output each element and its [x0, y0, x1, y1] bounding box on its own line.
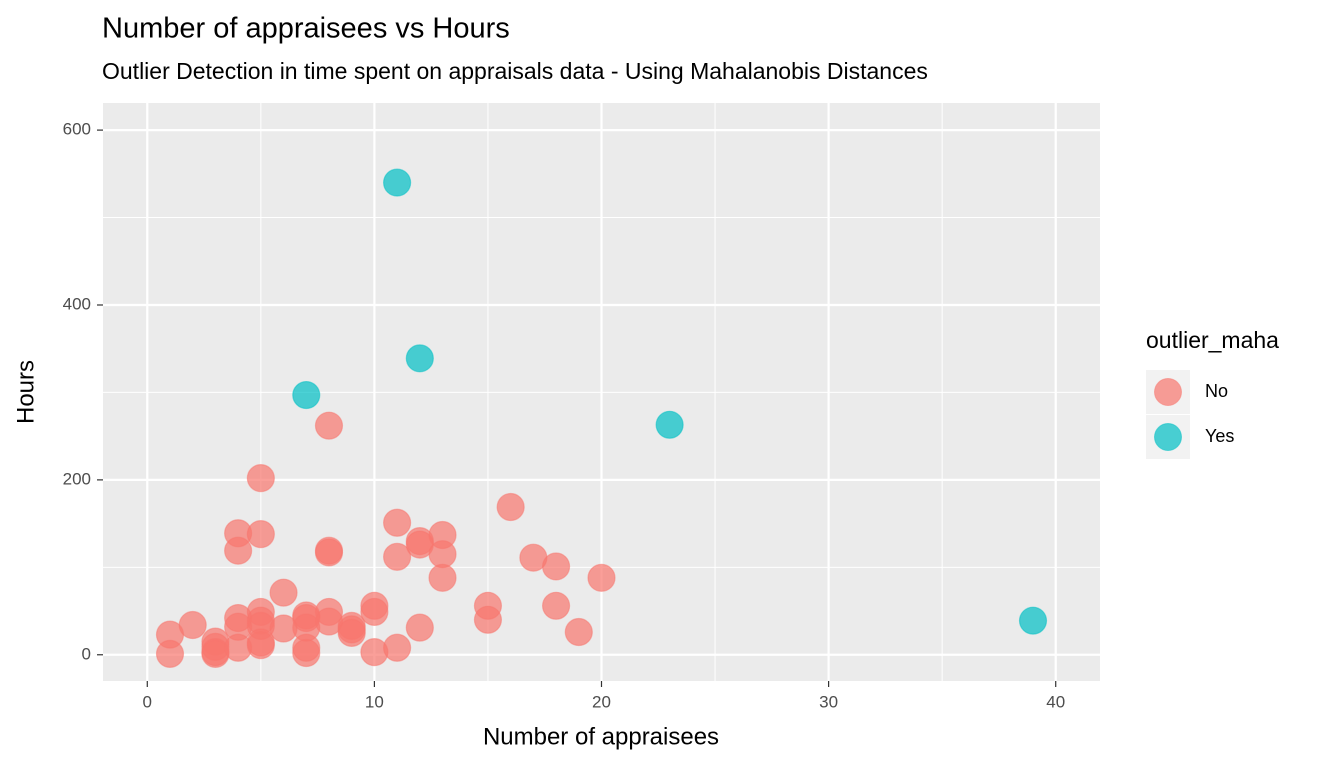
y-axis-label: Hours	[12, 360, 39, 424]
chart-subtitle: Outlier Detection in time spent on appra…	[102, 58, 928, 84]
chart-title: Number of appraisees vs Hours	[102, 13, 510, 45]
point	[246, 519, 275, 549]
point	[428, 563, 457, 592]
point	[360, 597, 389, 627]
point	[1018, 606, 1048, 635]
point	[383, 168, 412, 197]
point	[224, 633, 253, 662]
point	[314, 411, 344, 440]
point	[383, 633, 412, 662]
point	[405, 344, 434, 373]
point	[405, 613, 434, 642]
y-tick-label: 600	[63, 120, 91, 139]
x-tick-label: 20	[592, 692, 611, 711]
point	[587, 563, 616, 592]
point	[224, 536, 253, 565]
point	[428, 540, 457, 569]
point	[292, 380, 321, 410]
point	[541, 552, 571, 581]
x-tick-label: 10	[365, 692, 384, 711]
legend-title: outlier_maha	[1146, 327, 1279, 353]
point	[269, 578, 298, 607]
point	[496, 492, 525, 522]
legend-marker	[1154, 378, 1182, 406]
point	[155, 639, 185, 668]
point	[337, 618, 366, 648]
legend-label: Yes	[1205, 426, 1234, 446]
y-tick-label: 200	[63, 469, 91, 488]
legend-label: No	[1205, 381, 1228, 401]
point	[564, 617, 593, 647]
point	[541, 591, 571, 620]
legend-marker	[1154, 423, 1182, 451]
x-axis-label: Number of appraisees	[483, 723, 719, 750]
y-tick-label: 400	[63, 294, 91, 313]
point	[292, 638, 321, 668]
point	[473, 605, 503, 634]
point	[314, 538, 344, 567]
point	[269, 614, 298, 643]
x-tick-label: 40	[1046, 692, 1065, 711]
x-tick-label: 0	[143, 692, 152, 711]
point	[383, 542, 412, 571]
point	[246, 464, 275, 493]
point	[655, 410, 684, 439]
y-tick-label: 0	[82, 644, 91, 663]
point	[383, 508, 412, 537]
x-tick-label: 30	[819, 692, 838, 711]
